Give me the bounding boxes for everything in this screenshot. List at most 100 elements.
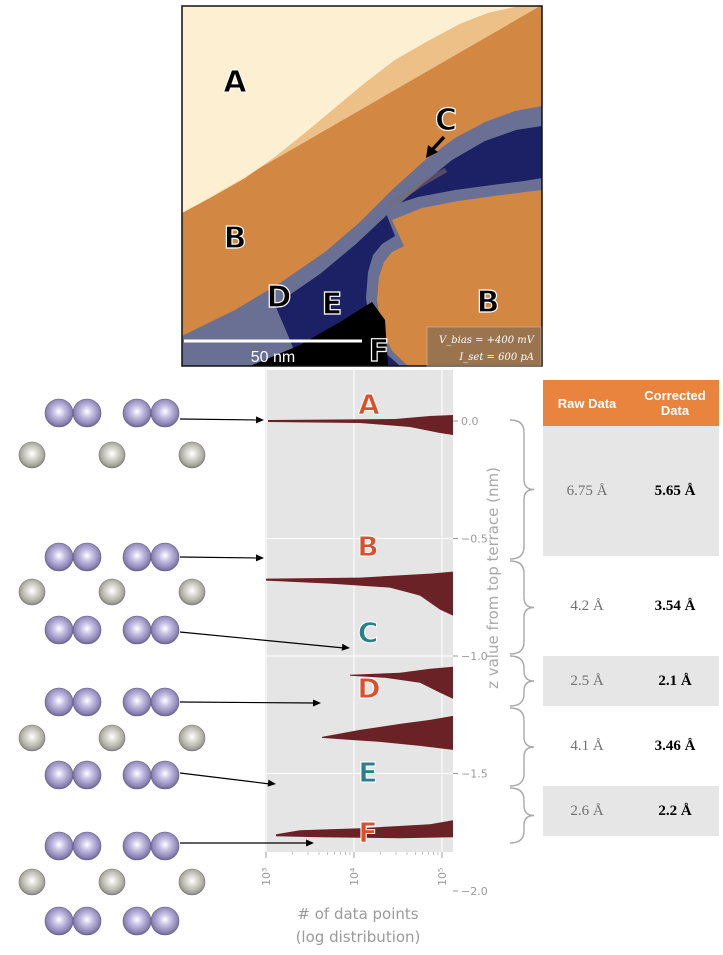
raw-value: 4.2 Å [570,597,604,614]
stm-label-e: E [322,287,343,322]
peak-label-e: E [358,756,377,789]
te-atom [72,542,102,572]
stm-label-b-lower: B [477,285,500,320]
metal-atom [18,724,46,752]
x-axis-label-line2: (log distribution) [296,928,421,946]
step-height-table: Raw Data Corrected Data 6.75 Å 5.65 Å 4.… [543,380,719,836]
parameter-box [426,326,542,367]
peak-label-b: B [357,530,378,563]
peak-d [322,715,453,750]
te-atom [72,906,102,936]
te-atom [44,906,74,936]
metal-atom [98,578,126,606]
arrowhead-icon [306,839,314,847]
te-atom [44,398,74,428]
table-row: 2.5 Å 2.1 Å [543,656,719,706]
metal-atom [18,578,46,606]
stm-label-b: B [224,221,247,256]
te-atom [44,831,74,861]
te-atom [150,615,180,645]
raw-value: 2.6 Å [543,786,631,836]
histogram-peaks [266,415,453,895]
stm-label-d: D [267,280,292,315]
step-brace [509,560,535,655]
connector-line [179,701,316,704]
connector-line [179,631,345,649]
step-height-braces [509,419,535,844]
te-atom [150,831,180,861]
step-brace [509,419,535,560]
y-tick-label: −0.5 [461,533,488,546]
y-tick-label: −2.0 [461,885,488,898]
metal-atom [178,578,206,606]
table-row: 4.2 Å 3.54 Å [543,556,719,656]
step-brace [509,787,535,844]
stm-label-c: C [435,103,457,138]
stm-label-f: F [369,334,390,369]
te-atom [72,687,102,717]
te-atom [72,615,102,645]
table-row: 6.75 Å 5.65 Å [543,426,719,556]
te-atom [122,906,152,936]
scale-bar-label: 50 nm [251,349,295,366]
te-atom [72,760,102,790]
arrowhead-icon [255,554,264,562]
te-atom [72,831,102,861]
metal-atom [178,441,206,469]
terrace-a-region [182,6,520,213]
stm-frame [181,5,543,367]
te-atom [150,687,180,717]
te-atom [150,760,180,790]
arrowhead-icon [312,699,321,707]
stm-label-a: A [223,65,247,100]
y-axis-ticks: 0.0 −0.5 −1.0 −1.5 −2.0 [453,415,488,898]
connector-line [179,556,259,559]
te-atom [122,398,152,428]
te-atom [122,615,152,645]
arrowhead-icon [255,416,264,424]
y-tick-label: −1.5 [461,768,488,781]
table-row: 4.1 Å 3.46 Å [543,706,719,786]
metal-atom [178,868,206,896]
te-atom [44,760,74,790]
peak-f [315,891,453,895]
plot-background [265,370,453,852]
terrace-c-strip [388,167,448,208]
atomic-structure-model [18,398,206,936]
te-atom [44,542,74,572]
y-tick-label: 0.0 [461,415,479,428]
x-tick-label: 10⁴ [348,867,361,886]
stm-image: A B C D E B F 50 nm V_bias = +400 mV I_s… [181,5,543,370]
peak-e [276,820,453,839]
te-atom [122,542,152,572]
peak-label-a: A [358,388,380,421]
peak-label-f: F [358,816,377,849]
peak-labels: A B CD EF [357,388,381,850]
step-brace [509,655,535,707]
raw-value: 6.75 Å [543,426,631,556]
te-atom [122,687,152,717]
raw-data-header: Raw Data [543,380,631,426]
te-atom [150,398,180,428]
step-edge-a [182,6,542,213]
corrected-value: 2.1 Å [631,656,719,706]
metal-atom [18,868,46,896]
setpoint-current-label: I_set = 600 pA [458,352,534,363]
arrowhead-icon [267,779,276,787]
te-atom [72,398,102,428]
layer-to-peak-arrows [179,416,350,847]
raw-value: 2.5 Å [543,656,631,706]
te-atom [150,906,180,936]
peak-c [350,666,453,699]
metal-atom [98,868,126,896]
corrected-data-header: Corrected Data [631,380,719,426]
bias-voltage-label: V_bias = +400 mV [439,335,536,346]
c-arrow-icon [426,135,446,158]
x-axis-ticks: 10⁵ 10⁴ 10³ [260,852,449,886]
y-tick-label: −1.0 [461,650,488,663]
connector-line [179,772,271,785]
arrowhead-icon [341,643,350,651]
te-atom [122,760,152,790]
metal-atom [98,441,126,469]
